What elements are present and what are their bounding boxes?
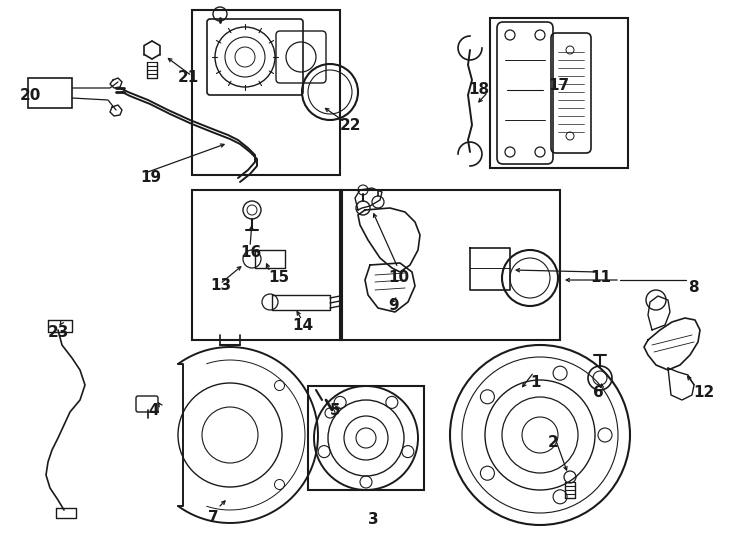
Text: 17: 17 — [548, 78, 569, 93]
Text: 16: 16 — [240, 245, 261, 260]
Text: 11: 11 — [590, 270, 611, 285]
Text: 18: 18 — [468, 82, 489, 97]
Bar — [192, 10, 340, 175]
Text: 9: 9 — [388, 298, 399, 313]
Text: 13: 13 — [210, 278, 231, 293]
Bar — [28, 78, 72, 108]
Text: 19: 19 — [140, 170, 161, 185]
Text: 4: 4 — [148, 403, 159, 418]
Text: 6: 6 — [593, 385, 604, 400]
Text: 23: 23 — [48, 325, 70, 340]
Bar — [490, 18, 628, 168]
Text: 10: 10 — [388, 270, 409, 285]
Text: 7: 7 — [208, 510, 219, 525]
Text: 14: 14 — [292, 318, 313, 333]
Bar — [340, 190, 560, 340]
Bar — [192, 190, 342, 340]
Bar — [308, 386, 424, 490]
Text: 12: 12 — [693, 385, 714, 400]
Text: 5: 5 — [330, 403, 341, 418]
Text: 1: 1 — [530, 375, 540, 390]
Text: 2: 2 — [548, 435, 559, 450]
Text: 8: 8 — [688, 280, 699, 295]
Text: 20: 20 — [20, 88, 41, 103]
Text: 3: 3 — [368, 512, 379, 527]
Text: 21: 21 — [178, 70, 199, 85]
Text: 22: 22 — [340, 118, 362, 133]
Text: 15: 15 — [268, 270, 289, 285]
